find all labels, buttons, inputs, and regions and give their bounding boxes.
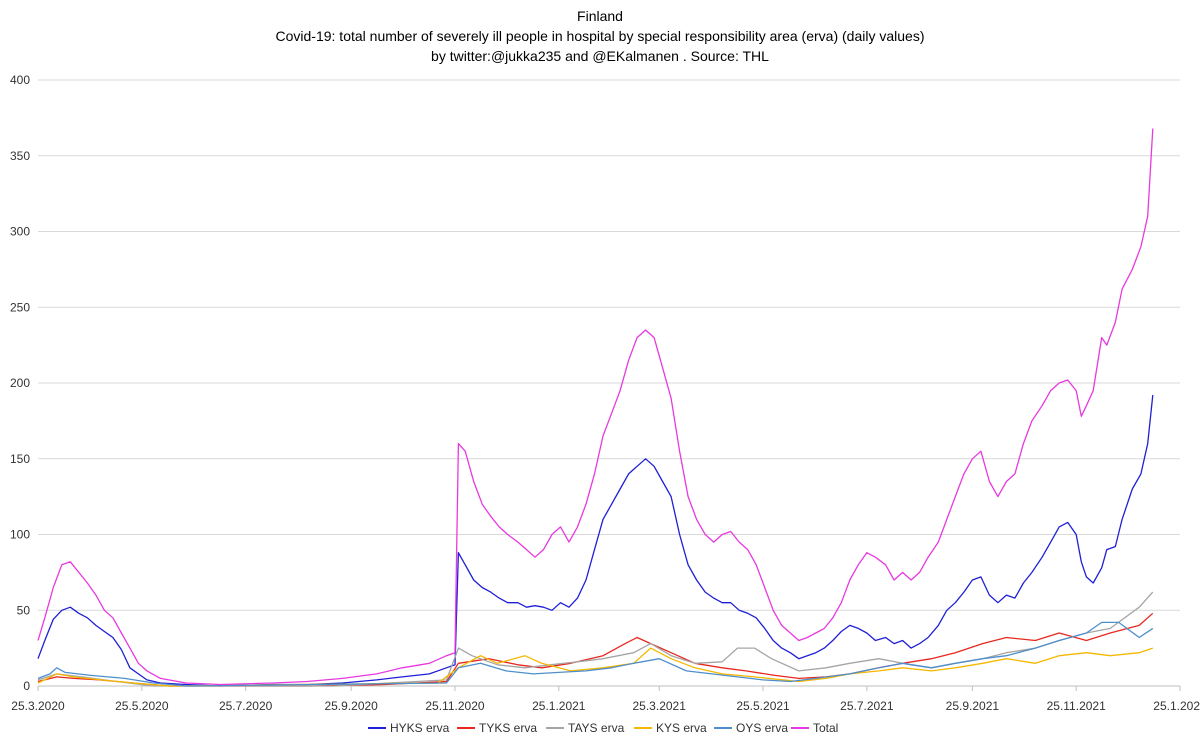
grid-layer bbox=[38, 79, 1180, 611]
x-tick-label: 25.11.2020 bbox=[425, 699, 484, 713]
x-tick-label: 25.1.2021 bbox=[532, 699, 586, 713]
axis-layer: 0 50 100 150 200 250 300 350 400 25.3.2020 25.5.20… bbox=[10, 73, 1200, 713]
y-tick-label: 0 bbox=[23, 679, 30, 693]
chart-titles: Finland Covid-19: total number of severe… bbox=[0, 6, 1200, 66]
x-tick-label: 25.7.2021 bbox=[840, 699, 894, 713]
y-tick-label: 400 bbox=[10, 73, 30, 87]
chart-title: Finland bbox=[577, 8, 623, 24]
series-layer bbox=[37, 128, 1154, 687]
series-line-total bbox=[37, 128, 1154, 686]
y-tick-label: 100 bbox=[10, 528, 30, 542]
y-tick-label: 150 bbox=[10, 452, 30, 466]
x-tick-label: 25.1.2022 bbox=[1153, 699, 1200, 713]
series-line-oys-erva bbox=[37, 621, 1154, 687]
series-line-tays-erva bbox=[37, 591, 1154, 687]
legend-label: TAYS erva bbox=[568, 721, 625, 735]
legend-label: OYS erva bbox=[736, 721, 788, 735]
x-tick-label: 25.5.2021 bbox=[736, 699, 790, 713]
legend-layer: HYKS erva TYKS erva TAYS erva KYS erva OYS e… bbox=[368, 721, 838, 735]
y-tick-label: 300 bbox=[10, 225, 30, 239]
chart-credit: by twitter:@jukka235 and @EKalmanen . So… bbox=[431, 48, 769, 64]
chart-subtitle: Covid-19: total number of severely ill p… bbox=[275, 28, 925, 44]
x-tick-label: 25.9.2020 bbox=[324, 699, 378, 713]
x-tick-label: 25.3.2020 bbox=[11, 699, 65, 713]
x-tick-label: 25.9.2021 bbox=[946, 699, 1000, 713]
legend-label: KYS erva bbox=[656, 721, 707, 735]
y-tick-label: 50 bbox=[17, 603, 31, 617]
legend-label: HYKS erva bbox=[390, 721, 450, 735]
legend-label: Total bbox=[813, 721, 838, 735]
series-line-tyks-erva bbox=[37, 612, 1154, 687]
x-tick-label: 25.11.2021 bbox=[1047, 699, 1106, 713]
x-tick-label: 25.7.2020 bbox=[219, 699, 273, 713]
y-tick-label: 250 bbox=[10, 300, 30, 314]
x-tick-label: 25.5.2020 bbox=[115, 699, 169, 713]
x-tick-label: 25.3.2021 bbox=[633, 699, 687, 713]
legend-label: TYKS erva bbox=[479, 721, 537, 735]
series-line-kys-erva bbox=[37, 647, 1154, 687]
y-tick-label: 350 bbox=[10, 149, 30, 163]
y-tick-label: 200 bbox=[10, 376, 30, 390]
